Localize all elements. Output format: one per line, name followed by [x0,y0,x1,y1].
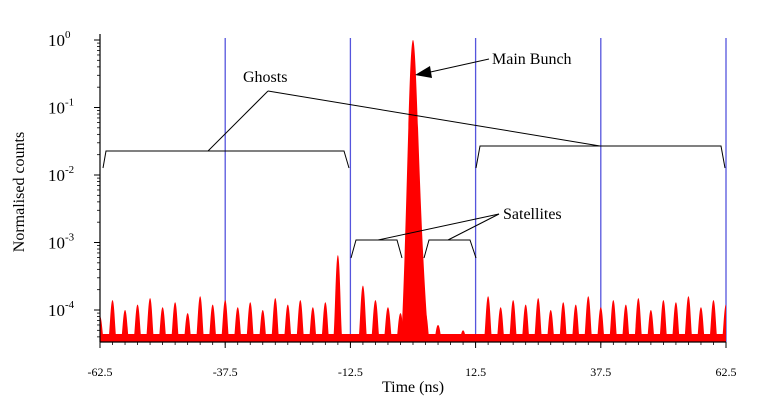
ghost-peak [171,302,180,342]
y-tick-label-1: 10-1 [48,97,74,118]
x-tick-label-3: 12.5 [465,365,486,379]
ghost-peak [321,302,330,342]
ghost-peak [559,302,568,342]
ghost-pointer-left [207,90,269,152]
ghost-peak [634,298,643,342]
y-tick-label-0: 100 [48,29,71,50]
satellite-peak [333,255,343,342]
ghost-peak [671,302,681,342]
ghost-peak [296,300,305,342]
main-bunch-label: Main Bunch [492,51,572,68]
vertical-grid-lines [224,38,727,342]
ghost-peak [684,296,693,342]
ghost-peak [145,298,155,342]
x-tick-label-4: 37.5 [590,365,611,379]
x-axis-title: Time (ns) [382,379,444,396]
annotations: Ghosts Main Bunch Satellites [102,51,726,259]
ghost-peak [483,296,493,342]
x-tick-label-5: 62.5 [716,365,737,379]
signal-baseline [100,334,726,342]
ghost-peak [696,307,706,342]
ghost-bracket-right [475,145,726,169]
ghost-peak [709,300,718,342]
ghost-peak [534,298,543,342]
ghost-peak [571,304,580,342]
ghost-peak [195,296,205,342]
ghost-peak [283,304,292,342]
ghost-bracket-left [102,150,350,169]
x-tick-label-2: -12.5 [338,365,363,379]
y-tick-label-3: 10-3 [48,232,75,253]
satellite-bracket-left [350,239,403,259]
ghost-peak [721,304,726,342]
main-bunch-peak [401,40,429,342]
main-bunch-arrowhead [415,66,432,78]
satellites-label: Satellites [503,206,562,223]
ghost-peak [108,300,117,342]
ghost-peak [621,304,630,342]
ghost-peak [596,307,605,342]
y-axis-title: Normalised counts [11,132,28,252]
ghost-peak [233,307,242,342]
ghost-peak [496,307,505,342]
ghost-peak [521,304,530,342]
ghost-peak [221,300,230,342]
ghost-peak [271,298,280,342]
ghost-peak [659,300,668,342]
signal-area [100,40,726,342]
ghost-peak [158,307,167,342]
satellite-pointer-left [377,213,500,241]
ghost-peak [246,302,255,342]
ghost-peak [308,307,317,342]
y-tick-label-4: 10-4 [48,299,75,320]
y-tick-label-2: 10-2 [48,164,74,185]
satellite-pointer-right [447,213,500,241]
x-tick-label-0: -62.5 [88,365,113,379]
x-tick-label-1: -37.5 [213,365,238,379]
satellite-peak [383,307,393,342]
ghost-peak [133,304,142,342]
ghost-pointer-right [267,90,601,147]
ghost-peak [609,300,618,342]
ghost-peak [208,304,217,342]
satellite-peak [371,300,380,342]
satellite-peak [358,285,368,342]
x-ticks: -62.5 -37.5 -12.5 12.5 37.5 62.5 [88,342,737,379]
ghost-peak [584,296,593,342]
ghost-peak [509,300,518,342]
main-bunch-arrow-line [425,58,490,74]
satellite-bracket-right [423,239,477,259]
ghosts-label: Ghosts [243,69,287,86]
y-ticks: 100 10-1 10-2 10-3 10-4 [48,29,100,338]
